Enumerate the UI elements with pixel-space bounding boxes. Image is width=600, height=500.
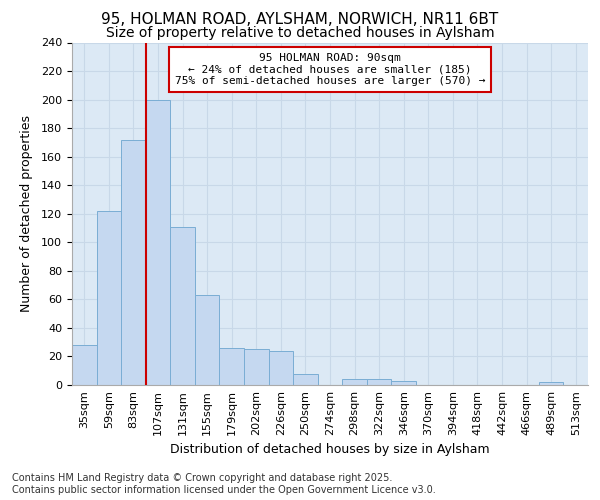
Bar bbox=[170, 226, 195, 385]
Bar bbox=[244, 350, 269, 385]
Bar bbox=[293, 374, 318, 385]
Bar bbox=[121, 140, 146, 385]
Text: 95 HOLMAN ROAD: 90sqm
← 24% of detached houses are smaller (185)
75% of semi-det: 95 HOLMAN ROAD: 90sqm ← 24% of detached … bbox=[175, 53, 485, 86]
Text: Size of property relative to detached houses in Aylsham: Size of property relative to detached ho… bbox=[106, 26, 494, 40]
Bar bbox=[342, 380, 367, 385]
Text: 95, HOLMAN ROAD, AYLSHAM, NORWICH, NR11 6BT: 95, HOLMAN ROAD, AYLSHAM, NORWICH, NR11 … bbox=[101, 12, 499, 28]
Bar bbox=[269, 351, 293, 385]
Bar bbox=[97, 211, 121, 385]
Bar bbox=[146, 100, 170, 385]
Bar bbox=[195, 295, 220, 385]
Bar bbox=[72, 345, 97, 385]
Y-axis label: Number of detached properties: Number of detached properties bbox=[20, 116, 32, 312]
Bar bbox=[367, 380, 391, 385]
Text: Contains HM Land Registry data © Crown copyright and database right 2025.
Contai: Contains HM Land Registry data © Crown c… bbox=[12, 474, 436, 495]
Bar bbox=[391, 380, 416, 385]
X-axis label: Distribution of detached houses by size in Aylsham: Distribution of detached houses by size … bbox=[170, 444, 490, 456]
Bar bbox=[220, 348, 244, 385]
Bar bbox=[539, 382, 563, 385]
